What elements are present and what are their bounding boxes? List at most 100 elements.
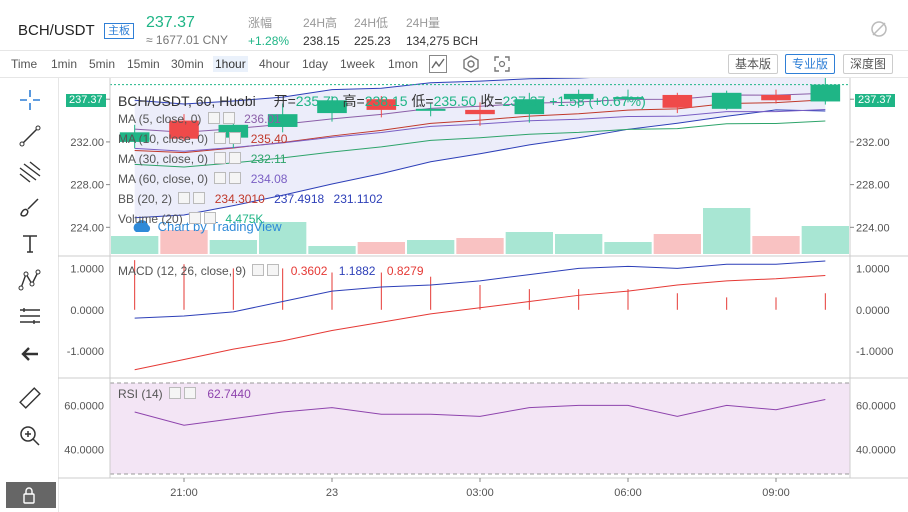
pair-name[interactable]: BCH/USDT	[18, 22, 95, 39]
volume-legend: Volume (20) 4.475K	[118, 212, 263, 226]
candle-body	[761, 94, 791, 101]
settings-icon[interactable]	[214, 132, 227, 144]
fullscreen-icon[interactable]	[492, 54, 512, 74]
bb-upper-line	[134, 78, 591, 105]
settings-icon[interactable]	[189, 212, 202, 224]
high-label: 高=	[342, 93, 365, 109]
macd-value-3: 0.8279	[386, 264, 424, 278]
low-value: 235.50	[433, 93, 477, 109]
price-tick-label: 224.00	[70, 222, 104, 234]
rsi-legend: RSI (14) 62.7440	[118, 387, 251, 401]
close-icon[interactable]	[204, 212, 217, 224]
close-icon[interactable]	[229, 172, 242, 184]
volume-bar	[555, 234, 603, 254]
text-icon[interactable]	[16, 230, 44, 258]
close-icon[interactable]	[222, 112, 235, 124]
candle-body	[267, 114, 298, 127]
timeframe-1min[interactable]: 1min	[51, 57, 78, 71]
view-pro-button[interactable]: 专业版	[785, 54, 836, 74]
price-tick-label: 224.00	[856, 222, 890, 234]
view-depth-button[interactable]: 深度图	[843, 54, 894, 74]
close-icon[interactable]	[193, 192, 206, 204]
close-icon[interactable]	[267, 264, 280, 276]
timeframe-15min[interactable]: 15min	[127, 57, 160, 71]
volume-bar	[407, 240, 455, 254]
ruler-icon[interactable]	[16, 384, 44, 412]
candle-body	[465, 109, 495, 115]
volume-bar	[111, 236, 159, 254]
stat-label: 24H高	[303, 16, 338, 30]
close-value: 237.37	[502, 93, 546, 109]
volume-bar	[703, 208, 751, 254]
bb-lower-line	[134, 109, 826, 219]
close-icon[interactable]	[229, 132, 242, 144]
settings-icon[interactable]	[214, 172, 227, 184]
price-tick-label: 228.00	[856, 180, 890, 192]
settings-icon[interactable]	[169, 387, 182, 399]
measure-fib-icon[interactable]	[16, 302, 44, 330]
view-basic-button[interactable]: 基本版	[728, 54, 779, 74]
settings-icon[interactable]	[214, 152, 227, 164]
stat-value: 134,275 BCH	[406, 34, 479, 48]
ma60-label[interactable]: MA (60, close, 0)	[118, 172, 209, 186]
lock-button[interactable]	[6, 482, 56, 508]
candle-body	[415, 108, 446, 111]
pattern-icon[interactable]	[16, 266, 44, 294]
timeframe-1day[interactable]: 1day	[302, 57, 329, 71]
settings-icon[interactable]	[178, 192, 191, 204]
macd-tick-label: -1.0000	[856, 346, 893, 358]
bb-value-1: 234.3010	[214, 192, 265, 206]
volume-label[interactable]: Volume (20)	[118, 212, 183, 226]
settings-icon[interactable]	[461, 54, 481, 74]
timeframe-1mon[interactable]: 1mon	[388, 57, 419, 71]
candle-body	[711, 92, 742, 109]
tradingview-watermark[interactable]: Chart by TradingView	[130, 218, 282, 234]
board-badge: 主板	[104, 23, 134, 39]
chart-toolbar: Time 1min 5min 15min 30min 1hour 4hour 1…	[0, 51, 908, 78]
volume-bar	[357, 242, 405, 254]
zoom-in-icon[interactable]	[16, 422, 44, 450]
bb-label[interactable]: BB (20, 2)	[118, 192, 173, 206]
volume-value: 4.475K	[225, 212, 264, 226]
macd-tick-label: 1.0000	[856, 263, 890, 275]
close-icon[interactable]	[184, 387, 197, 399]
macd-label[interactable]: MACD (12, 26, close, 9)	[118, 264, 247, 278]
volume-bar	[752, 236, 800, 254]
trend-line-icon[interactable]	[16, 122, 44, 150]
ma30-label[interactable]: MA (30, close, 0)	[118, 152, 209, 166]
settings-icon[interactable]	[207, 112, 220, 124]
price-tag-left: 237.37	[66, 94, 106, 107]
brush-icon[interactable]	[16, 194, 44, 222]
stat-label: 涨幅	[248, 16, 273, 30]
eye-off-icon[interactable]	[870, 20, 888, 38]
pitchfork-icon[interactable]	[16, 158, 44, 186]
time-tick-label: 03:00	[466, 487, 494, 499]
timeframe-5min[interactable]: 5min	[89, 57, 116, 71]
settings-icon[interactable]	[252, 264, 265, 276]
ma10-label[interactable]: MA (10, close, 0)	[118, 132, 209, 146]
timeframe-30min[interactable]: 30min	[171, 57, 204, 71]
open-value: 235.79	[295, 93, 339, 109]
stat-value: +1.28%	[248, 34, 290, 48]
timeframe-1hour[interactable]: 1hour	[213, 56, 248, 72]
crosshair-icon[interactable]	[16, 86, 44, 114]
candle-body	[613, 97, 643, 100]
price-tick-label: 232.00	[70, 137, 104, 149]
close-icon[interactable]	[229, 152, 242, 164]
time-tick-label: 09:00	[762, 487, 790, 499]
back-arrow-icon[interactable]	[16, 340, 44, 368]
indicator-icon[interactable]	[428, 54, 448, 74]
volume-bar	[259, 222, 307, 254]
trading-chart[interactable]: 236.00236.00232.00232.00228.00228.00224.…	[58, 78, 908, 512]
stat-value: 225.23	[354, 34, 391, 48]
timeframe-time[interactable]: Time	[11, 57, 38, 71]
ma5-label[interactable]: MA (5, close, 0)	[118, 112, 202, 126]
macd-value-2: 1.1882	[338, 264, 376, 278]
timeframe-1week[interactable]: 1week	[340, 57, 375, 71]
change-value: +1.58 (+0.67%)	[549, 93, 646, 109]
bb-value-2: 237.4918	[274, 192, 325, 206]
symbol-title[interactable]: BCH/USDT, 60, Huobi	[118, 93, 256, 109]
timeframe-4hour[interactable]: 4hour	[259, 57, 290, 71]
rsi-label[interactable]: RSI (14)	[118, 387, 163, 401]
rsi-tick-label: 40.0000	[64, 444, 104, 456]
